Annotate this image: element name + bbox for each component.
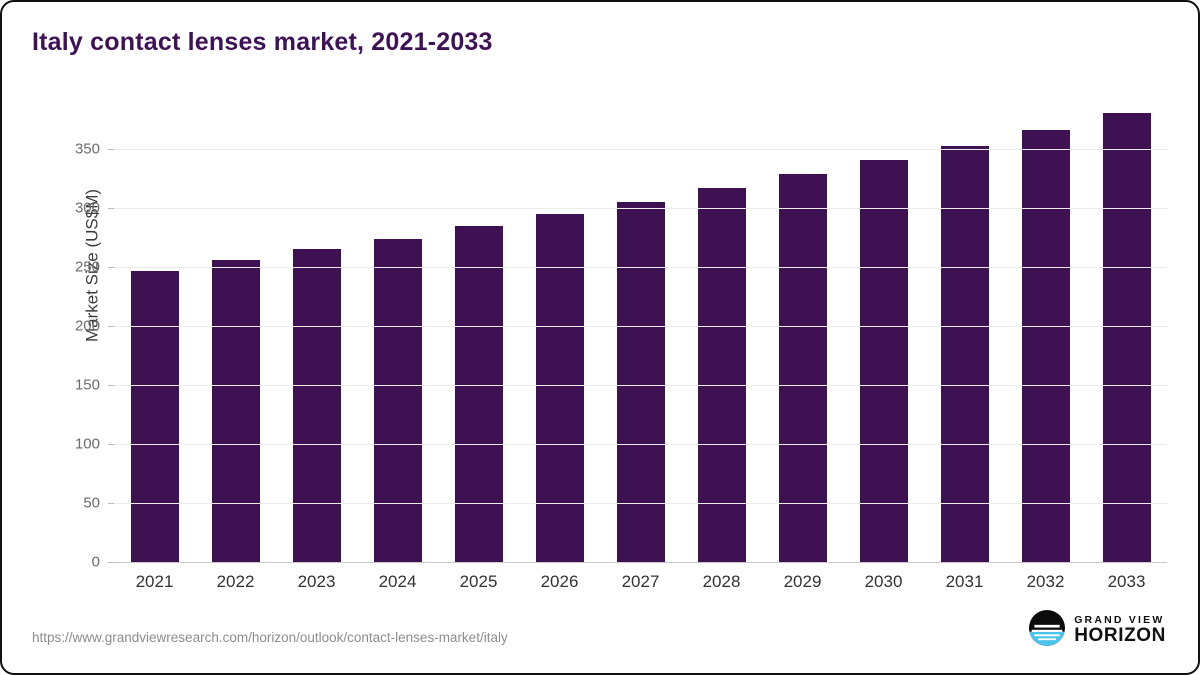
y-tick-label: 350 xyxy=(74,140,100,158)
bar-2030 xyxy=(859,159,908,562)
y-tick-label: 150 xyxy=(74,376,100,394)
y-tick-mark xyxy=(108,267,114,269)
plot-area: 0 50 100 150 200 250 300 350 xyxy=(75,102,1167,571)
bar-2028 xyxy=(697,188,746,562)
bar-slot xyxy=(762,102,843,562)
bar-slot xyxy=(519,102,600,562)
bar-slot xyxy=(600,102,681,562)
y-tick-mark xyxy=(108,208,114,210)
x-tick-label: 2027 xyxy=(621,572,660,591)
gridline xyxy=(114,503,1167,505)
x-tick-label: 2025 xyxy=(459,572,498,591)
bar-slot xyxy=(1005,102,1086,562)
x-tick-label: 2032 xyxy=(1026,572,1065,591)
horizon-circle-icon xyxy=(1029,610,1066,651)
bar-slot xyxy=(114,102,195,562)
bar-2033 xyxy=(1102,112,1151,562)
x-axis: 2021 2022 2023 2024 2025 2026 2027 2028 2029 2030… xyxy=(114,572,1167,592)
bar-slot xyxy=(843,102,924,562)
y-tick-label: 50 xyxy=(83,494,100,512)
x-tick-label: 2023 xyxy=(297,572,336,591)
y-tick-mark xyxy=(108,444,114,446)
y-tick-label: 0 xyxy=(91,553,100,571)
x-tick-label: 2033 xyxy=(1107,572,1146,591)
logo-horizon: HORIZON xyxy=(1074,625,1166,647)
y-tick-mark xyxy=(108,385,114,387)
logo-grand-view: GRAND VIEW xyxy=(1074,614,1165,627)
y-tick-mark xyxy=(108,503,114,505)
bar-2023 xyxy=(292,249,341,562)
bar-2021 xyxy=(130,270,179,562)
y-tick-mark xyxy=(108,562,114,563)
gridline xyxy=(114,267,1167,269)
bar-slot xyxy=(438,102,519,562)
bar-slot xyxy=(924,102,1005,562)
y-tick-label: 300 xyxy=(74,199,100,217)
y-tick-label: 250 xyxy=(74,258,100,276)
bar-slot xyxy=(357,102,438,562)
bar-2032 xyxy=(1021,130,1070,562)
x-tick-label: 2030 xyxy=(864,572,903,591)
x-tick-label: 2021 xyxy=(135,572,174,591)
bar-2031 xyxy=(940,145,989,562)
gridline xyxy=(114,149,1167,151)
bars-row xyxy=(114,102,1167,562)
x-tick-label: 2028 xyxy=(702,572,741,591)
x-tick-label: 2024 xyxy=(378,572,417,591)
bar-slot xyxy=(195,102,276,562)
x-tick-label: 2022 xyxy=(216,572,255,591)
bar-2027 xyxy=(616,202,665,562)
bar-2022 xyxy=(211,260,260,562)
bar-slot xyxy=(1086,102,1167,562)
bar-slot xyxy=(276,102,357,562)
bar-2024 xyxy=(373,238,422,562)
x-tick-label: 2026 xyxy=(540,572,579,591)
bar-2029 xyxy=(778,173,827,562)
gridline xyxy=(114,444,1167,446)
gridline xyxy=(114,385,1167,387)
grandview-horizon-logo: GRAND VIEW HORIZON xyxy=(1029,610,1166,651)
source-url: https://www.grandviewresearch.com/horizo… xyxy=(32,630,508,645)
y-tick-label: 200 xyxy=(74,317,100,335)
x-tick-label: 2029 xyxy=(783,572,822,591)
gridline xyxy=(114,326,1167,328)
page-title: Italy contact lenses market, 2021-2033 xyxy=(32,28,493,56)
gridline xyxy=(114,208,1167,210)
bar-2025 xyxy=(454,225,503,562)
x-tick-label: 2031 xyxy=(945,572,984,591)
bar-slot xyxy=(681,102,762,562)
y-tick-mark xyxy=(108,149,114,151)
y-tick-mark xyxy=(108,326,114,328)
logo-text: GRAND VIEW HORIZON xyxy=(1074,614,1166,647)
y-tick-label: 100 xyxy=(74,435,100,453)
